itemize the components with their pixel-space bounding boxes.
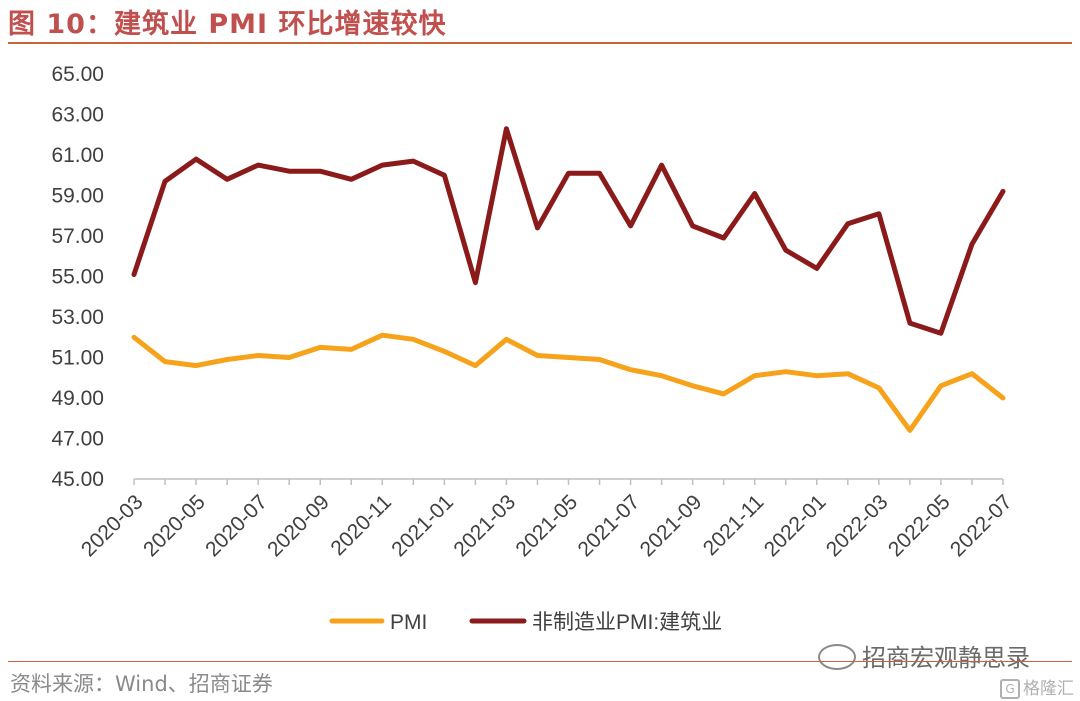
y-tick-label: 53.00 [51, 306, 104, 329]
x-tick-label: 2021-09 [636, 490, 707, 561]
source-note: 资料来源：Wind、招商证券 [10, 672, 273, 696]
y-tick-label: 65.00 [51, 63, 104, 86]
y-tick-label: 47.00 [51, 428, 104, 451]
x-tick-label: 2022-01 [760, 490, 831, 561]
wechat-icon [818, 644, 856, 670]
legend-label-pmi: PMI [390, 611, 427, 634]
x-tick-label: 2020-05 [139, 490, 210, 561]
x-tick-label: 2020-09 [263, 490, 334, 561]
y-tick-label: 61.00 [51, 144, 104, 167]
y-tick-label: 55.00 [51, 266, 104, 289]
x-tick-label: 2021-07 [574, 490, 645, 561]
watermark: 招商宏观静思录 [818, 638, 1030, 673]
x-axis-tick-labels: 2020-032020-052020-072020-092020-112021-… [77, 490, 1017, 561]
y-tick-label: 49.00 [51, 387, 104, 410]
x-tick-label: 2021-01 [387, 490, 458, 561]
corner-watermark: G 格隆汇 [1000, 674, 1074, 699]
source-divider [8, 661, 1072, 662]
x-tick-label: 2021-11 [699, 490, 769, 560]
y-tick-label: 59.00 [51, 185, 104, 208]
x-axis-ticks [133, 479, 1004, 485]
series-lines [131, 126, 1006, 433]
watermark-text: 招商宏观静思录 [862, 644, 1030, 672]
legend-label-construction: 非制造业PMI:建筑业 [532, 611, 722, 634]
series-line-pmi [131, 332, 1006, 433]
corner-watermark-text: 格隆汇 [1023, 679, 1074, 699]
y-tick-label: 45.00 [51, 468, 104, 491]
legend: PMI 非制造业PMI:建筑业 [329, 611, 722, 634]
title-divider [8, 42, 1072, 44]
y-axis-tick-labels: 45.00 47.00 49.00 51.00 53.00 55.00 57.00 59.00… [51, 63, 104, 491]
gelonghui-logo-icon: G [1000, 679, 1020, 699]
x-tick-label: 2022-05 [884, 490, 955, 561]
x-tick-label: 2021-05 [511, 490, 582, 561]
y-tick-label: 51.00 [51, 347, 104, 370]
line-chart: 45.00 47.00 49.00 51.00 53.00 55.00 57.00 59.00… [51, 63, 1017, 634]
y-tick-label: 63.00 [51, 104, 104, 127]
y-tick-label: 57.00 [51, 225, 104, 248]
x-tick-label: 2020-11 [326, 490, 396, 560]
x-tick-label: 2020-03 [77, 490, 148, 561]
series-line-construction [131, 126, 1006, 336]
x-tick-label: 2022-03 [822, 490, 893, 561]
figure-title: 图 10：建筑业 PMI 环比增速较快 [8, 9, 447, 40]
x-tick-label: 2022-07 [946, 490, 1017, 561]
x-tick-label: 2020-07 [201, 490, 272, 561]
x-tick-label: 2021-03 [449, 490, 520, 561]
